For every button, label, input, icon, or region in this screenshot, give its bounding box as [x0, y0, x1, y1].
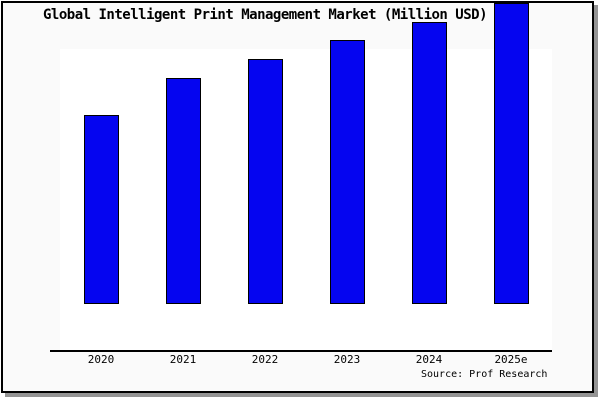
bar-2023 [329, 40, 365, 304]
bar-slot-2024 [388, 22, 470, 304]
x-tick-label-2024: 2024 [415, 353, 443, 366]
bar-2020 [83, 115, 119, 304]
chart-title: Global Intelligent Print Management Mark… [43, 7, 488, 23]
bar-2025e [493, 3, 529, 304]
x-tick-label-2025e: 2025e [494, 353, 528, 366]
plot-area [60, 49, 552, 350]
bar-slot-2025e [470, 3, 552, 304]
bar-2021 [165, 78, 201, 304]
bar-slot-2023 [306, 40, 388, 304]
bar-slot-2022 [224, 59, 306, 304]
x-tick-label-2020: 2020 [87, 353, 115, 366]
x-axis-line [50, 350, 552, 352]
source-label: Source: Prof Research [421, 369, 548, 380]
bar-2022 [247, 59, 283, 304]
x-axis-labels: 2020 2021 2022 2023 2024 2025e [60, 353, 552, 369]
bar-slot-2020 [60, 115, 142, 304]
bar-slot-2021 [142, 78, 224, 304]
bars-container [60, 0, 552, 352]
bar-2024 [411, 22, 447, 304]
x-tick-label-2021: 2021 [169, 353, 197, 366]
x-tick-label-2022: 2022 [251, 353, 279, 366]
x-tick-label-2023: 2023 [333, 353, 361, 366]
